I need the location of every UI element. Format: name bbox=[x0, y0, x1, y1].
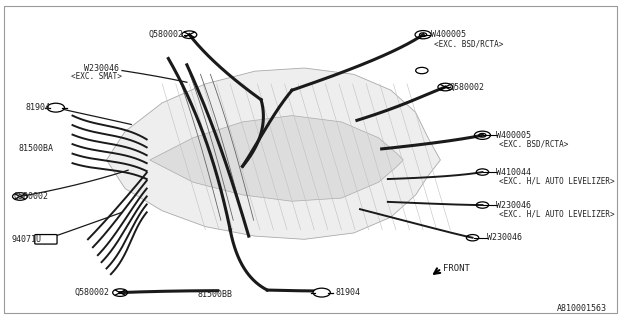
Circle shape bbox=[47, 103, 65, 112]
Text: Q580002: Q580002 bbox=[75, 288, 109, 297]
Text: <EXC. H/L AUTO LEVELIZER>: <EXC. H/L AUTO LEVELIZER> bbox=[499, 209, 615, 219]
Polygon shape bbox=[106, 68, 440, 239]
Text: W410044: W410044 bbox=[496, 168, 531, 177]
Text: 81500BA: 81500BA bbox=[19, 144, 54, 153]
Text: <EXC. BSD/RCTA>: <EXC. BSD/RCTA> bbox=[434, 40, 504, 49]
Text: 81500BB: 81500BB bbox=[197, 290, 232, 299]
Text: Q580002: Q580002 bbox=[450, 83, 484, 92]
Text: A810001563: A810001563 bbox=[557, 304, 607, 313]
Text: W400005: W400005 bbox=[496, 131, 531, 140]
Text: 81904: 81904 bbox=[335, 288, 360, 297]
Circle shape bbox=[313, 288, 330, 297]
Text: 81904: 81904 bbox=[26, 103, 51, 112]
Text: W230046: W230046 bbox=[84, 63, 119, 73]
Text: 94071U: 94071U bbox=[12, 235, 42, 244]
Text: FRONT: FRONT bbox=[444, 264, 470, 273]
Text: W230046: W230046 bbox=[496, 201, 531, 210]
Text: <EXC. H/L AUTO LEVELIZER>: <EXC. H/L AUTO LEVELIZER> bbox=[499, 176, 615, 185]
Text: Q580002: Q580002 bbox=[148, 30, 184, 39]
Polygon shape bbox=[150, 116, 403, 201]
Text: Q580002: Q580002 bbox=[13, 192, 49, 201]
Text: <EXC. SMAT>: <EXC. SMAT> bbox=[71, 72, 122, 81]
Text: W400005: W400005 bbox=[431, 30, 466, 39]
FancyBboxPatch shape bbox=[35, 235, 57, 244]
Text: <EXC. BSD/RCTA>: <EXC. BSD/RCTA> bbox=[499, 140, 568, 148]
Text: W230046: W230046 bbox=[487, 233, 522, 242]
